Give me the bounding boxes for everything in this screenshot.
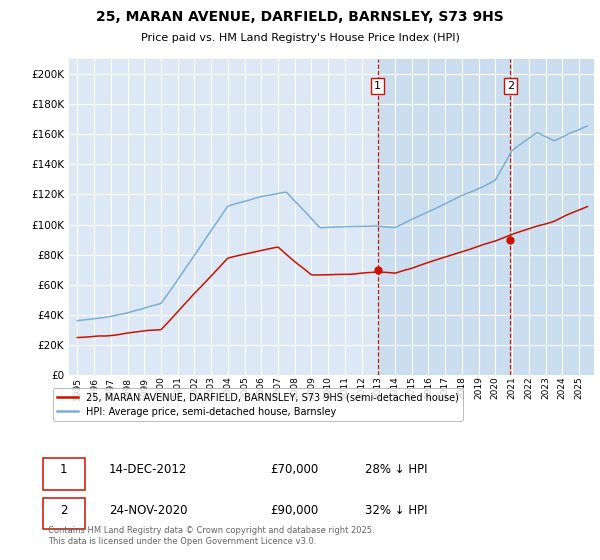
Text: 28% ↓ HPI: 28% ↓ HPI [365,463,427,477]
Text: 2: 2 [507,81,514,91]
Text: 1: 1 [374,81,381,91]
Text: 25, MARAN AVENUE, DARFIELD, BARNSLEY, S73 9HS: 25, MARAN AVENUE, DARFIELD, BARNSLEY, S7… [96,11,504,25]
FancyBboxPatch shape [43,498,85,529]
Text: 32% ↓ HPI: 32% ↓ HPI [365,503,427,517]
Text: 1: 1 [60,463,68,477]
Text: 2: 2 [60,503,68,517]
Text: 24-NOV-2020: 24-NOV-2020 [109,503,187,517]
Text: Price paid vs. HM Land Registry's House Price Index (HPI): Price paid vs. HM Land Registry's House … [140,33,460,43]
Text: 14-DEC-2012: 14-DEC-2012 [109,463,187,477]
Text: £70,000: £70,000 [270,463,318,477]
Legend: 25, MARAN AVENUE, DARFIELD, BARNSLEY, S73 9HS (semi-detached house), HPI: Averag: 25, MARAN AVENUE, DARFIELD, BARNSLEY, S7… [53,388,463,421]
FancyBboxPatch shape [43,458,85,489]
Text: £90,000: £90,000 [270,503,318,517]
Bar [377,59,596,375]
Text: Contains HM Land Registry data © Crown copyright and database right 2025.
This d: Contains HM Land Registry data © Crown c… [48,526,374,546]
